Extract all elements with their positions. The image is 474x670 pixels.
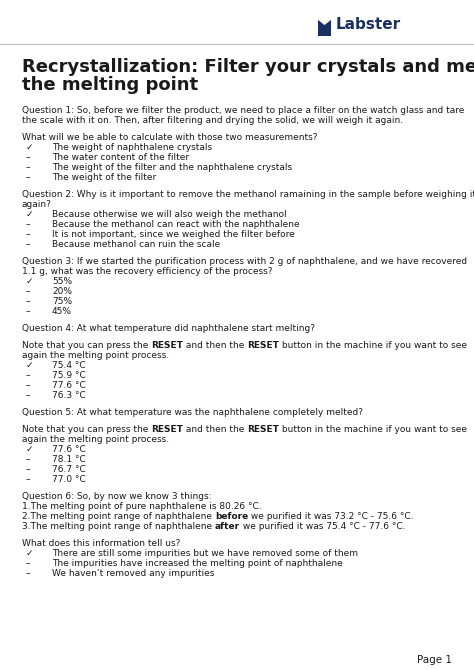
- Text: 75.4 °C: 75.4 °C: [52, 361, 86, 370]
- Text: –: –: [26, 391, 30, 400]
- Polygon shape: [318, 20, 331, 36]
- Text: RESET: RESET: [151, 425, 183, 434]
- Text: we purified it was 75.4 °C - 77.6 °C.: we purified it was 75.4 °C - 77.6 °C.: [240, 522, 406, 531]
- Text: 75%: 75%: [52, 297, 72, 306]
- Text: Because methanol can ruin the scale: Because methanol can ruin the scale: [52, 240, 220, 249]
- Text: Question 2: Why is it important to remove the methanol ramaining in the sample b: Question 2: Why is it important to remov…: [22, 190, 474, 199]
- Text: –: –: [26, 163, 30, 172]
- Text: Because the methanol can react with the naphthalene: Because the methanol can react with the …: [52, 220, 300, 229]
- Text: 2.The melting point range of naphthalene: 2.The melting point range of naphthalene: [22, 512, 215, 521]
- Text: –: –: [26, 240, 30, 249]
- Text: –: –: [26, 153, 30, 162]
- Text: the scale with it on. Then, after filtering and drying the solid, we will weigh : the scale with it on. Then, after filter…: [22, 116, 403, 125]
- Text: RESET: RESET: [247, 341, 279, 350]
- Text: –: –: [26, 559, 30, 568]
- Text: 75.9 °C: 75.9 °C: [52, 371, 86, 380]
- Text: after: after: [215, 522, 240, 531]
- Text: –: –: [26, 230, 30, 239]
- Text: Question 6: So, by now we know 3 things:: Question 6: So, by now we know 3 things:: [22, 492, 211, 501]
- Text: Page 1: Page 1: [417, 655, 452, 665]
- Text: ✓: ✓: [26, 277, 34, 286]
- Text: –: –: [26, 287, 30, 296]
- Text: ✓: ✓: [26, 143, 34, 152]
- Text: 45%: 45%: [52, 307, 72, 316]
- Text: Question 4: At what temperature did naphthalene start melting?: Question 4: At what temperature did naph…: [22, 324, 315, 333]
- Text: What does this information tell us?: What does this information tell us?: [22, 539, 181, 548]
- Text: There are still some impurities but we have removed some of them: There are still some impurities but we h…: [52, 549, 358, 558]
- Text: Labster: Labster: [336, 17, 401, 31]
- Text: 77.0 °C: 77.0 °C: [52, 475, 86, 484]
- Text: Question 1: So, before we filter the product, we need to place a filter on the w: Question 1: So, before we filter the pro…: [22, 106, 465, 115]
- Text: –: –: [26, 455, 30, 464]
- Text: The weight of the filter: The weight of the filter: [52, 173, 156, 182]
- Text: What will we be able to calculate with those two measurements?: What will we be able to calculate with t…: [22, 133, 318, 142]
- Text: It is not important, since we weighed the filter before: It is not important, since we weighed th…: [52, 230, 295, 239]
- Text: we purified it was 73.2 °C - 75.6 °C.: we purified it was 73.2 °C - 75.6 °C.: [248, 512, 414, 521]
- Text: ✓: ✓: [26, 210, 34, 219]
- Text: 55%: 55%: [52, 277, 72, 286]
- Text: the melting point: the melting point: [22, 76, 198, 94]
- Text: RESET: RESET: [151, 341, 183, 350]
- Text: 1.1 g, what was the recovery efficiency of the process?: 1.1 g, what was the recovery efficiency …: [22, 267, 273, 276]
- Text: Question 3: If we started the purification process with 2 g of naphthalene, and : Question 3: If we started the purificati…: [22, 257, 467, 266]
- Text: The impurities have increased the melting point of naphthalene: The impurities have increased the meltin…: [52, 559, 343, 568]
- Text: again?: again?: [22, 200, 52, 209]
- Text: ✓: ✓: [26, 445, 34, 454]
- Text: 76.3 °C: 76.3 °C: [52, 391, 86, 400]
- Text: 77.6 °C: 77.6 °C: [52, 445, 86, 454]
- Text: RESET: RESET: [247, 425, 279, 434]
- Text: –: –: [26, 371, 30, 380]
- Text: button in the machine if you want to see: button in the machine if you want to see: [279, 341, 467, 350]
- Text: ✓: ✓: [26, 549, 34, 558]
- Text: 78.1 °C: 78.1 °C: [52, 455, 86, 464]
- Text: ✓: ✓: [26, 361, 34, 370]
- Text: We haven’t removed any impurities: We haven’t removed any impurities: [52, 569, 214, 578]
- Text: again the melting point process.: again the melting point process.: [22, 351, 169, 360]
- Text: –: –: [26, 569, 30, 578]
- Text: button in the machine if you want to see: button in the machine if you want to see: [279, 425, 467, 434]
- Text: Because otherwise we will also weigh the methanol: Because otherwise we will also weigh the…: [52, 210, 287, 219]
- Text: again the melting point process.: again the melting point process.: [22, 435, 169, 444]
- Text: –: –: [26, 173, 30, 182]
- Text: –: –: [26, 475, 30, 484]
- Text: The water content of the filter: The water content of the filter: [52, 153, 189, 162]
- Text: –: –: [26, 381, 30, 390]
- Text: and then the: and then the: [183, 341, 247, 350]
- Text: The weight of the filter and the naphthalene crystals: The weight of the filter and the naphtha…: [52, 163, 292, 172]
- Text: Note that you can press the: Note that you can press the: [22, 341, 151, 350]
- Text: Question 5: At what temperature was the naphthalene completely melted?: Question 5: At what temperature was the …: [22, 408, 363, 417]
- Text: 20%: 20%: [52, 287, 72, 296]
- Text: 3.The melting point range of naphthalene: 3.The melting point range of naphthalene: [22, 522, 215, 531]
- Text: –: –: [26, 297, 30, 306]
- Text: before: before: [215, 512, 248, 521]
- Text: Note that you can press the: Note that you can press the: [22, 425, 151, 434]
- Text: 77.6 °C: 77.6 °C: [52, 381, 86, 390]
- Text: and then the: and then the: [183, 425, 247, 434]
- Text: 76.7 °C: 76.7 °C: [52, 465, 86, 474]
- Text: The weight of naphthalene crystals: The weight of naphthalene crystals: [52, 143, 212, 152]
- Text: –: –: [26, 307, 30, 316]
- Text: Recrystallization: Filter your crystals and measure: Recrystallization: Filter your crystals …: [22, 58, 474, 76]
- Text: –: –: [26, 220, 30, 229]
- Text: 1.The melting point of pure naphthalene is 80.26 °C.: 1.The melting point of pure naphthalene …: [22, 502, 262, 511]
- Text: –: –: [26, 465, 30, 474]
